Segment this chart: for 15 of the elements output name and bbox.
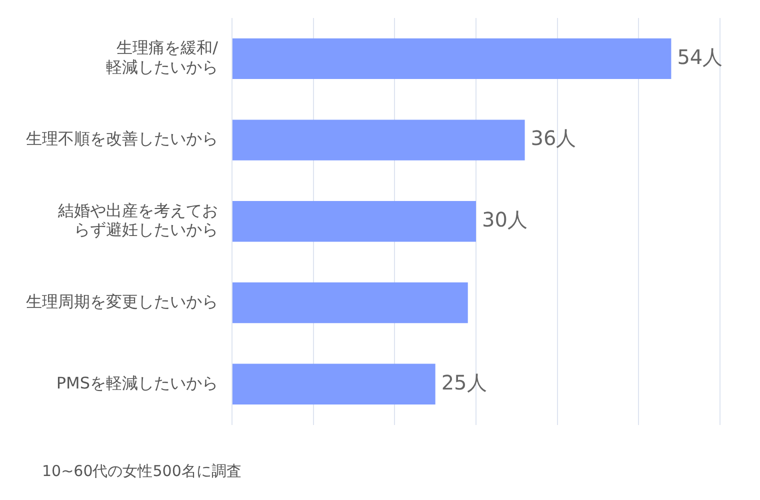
- bar: [232, 364, 436, 404]
- y-tick-label: 生理痛を緩和/軽減したいから: [106, 38, 219, 76]
- data-label: 25人: [441, 370, 487, 394]
- data-label: 54人: [677, 44, 723, 69]
- data-label: 30人: [482, 208, 528, 232]
- y-tick-label: 結婚や出産を考えておらず避妊したいから: [57, 200, 218, 240]
- bar: [232, 38, 672, 80]
- data-label: 36人: [530, 126, 576, 150]
- text: 10~60代の女性500名に調査: [42, 462, 242, 481]
- y-tick-label: 生理周期を変更したいから: [26, 292, 218, 311]
- y-tick-label: PMSを軽減したいから: [56, 373, 218, 392]
- bar: [232, 201, 476, 242]
- y-tick-label: 生理不順を改善したいから: [26, 129, 218, 148]
- bar: [232, 282, 468, 324]
- bar: [232, 120, 525, 160]
